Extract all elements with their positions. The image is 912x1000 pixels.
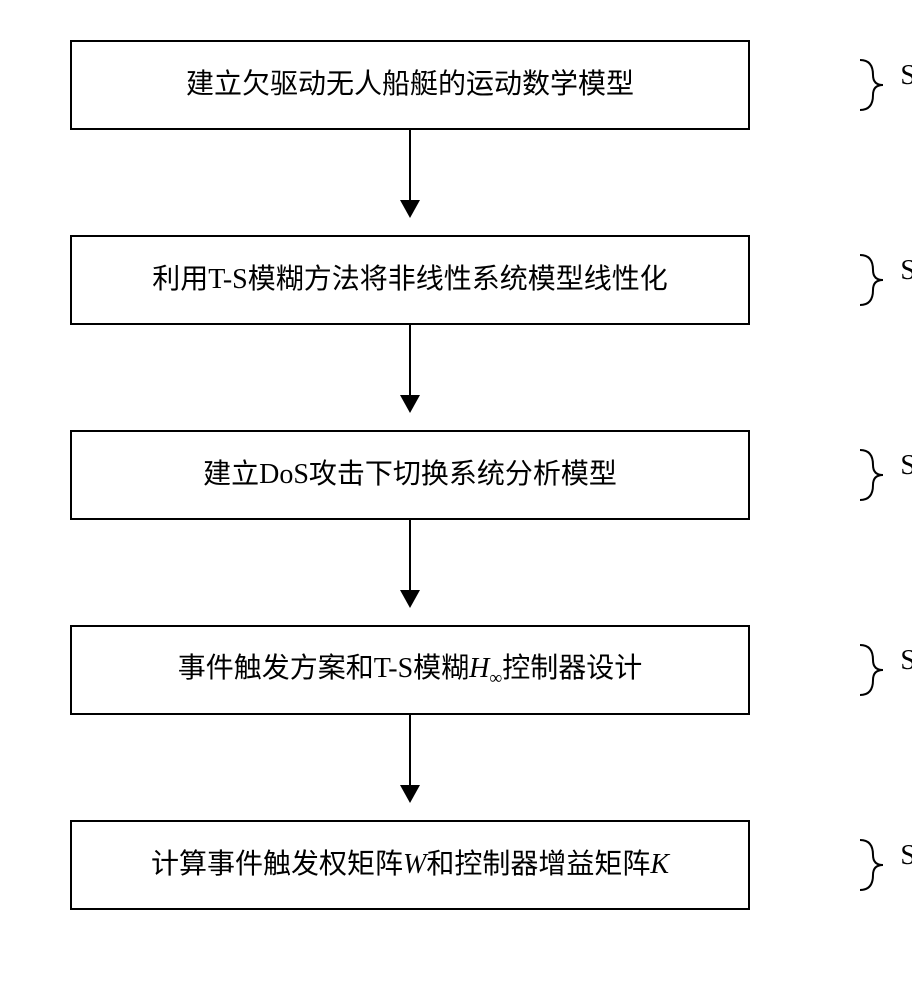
arrow-line	[409, 520, 411, 595]
arrow-line	[409, 715, 411, 790]
arrow-head-icon	[400, 200, 420, 218]
step-text-s5-prefix: 计算事件触发权矩阵	[151, 849, 403, 880]
arrow-head-icon	[400, 590, 420, 608]
flow-step-s4: 事件触发方案和T-S模糊H∞控制器设计 S4	[70, 625, 840, 715]
flow-step-s3: 建立DoS攻击下切换系统分析模型 S3	[70, 430, 840, 520]
step-box-s5: 计算事件触发权矩阵W和控制器增益矩阵K	[70, 820, 750, 910]
step-text-s4-subscript: ∞	[489, 668, 502, 688]
arrow-s4-s5	[70, 715, 750, 820]
step-text-s4-italic: H	[469, 653, 489, 684]
brace-icon-s1	[855, 55, 885, 115]
step-box-s2: 利用T-S模糊方法将非线性系统模型线性化	[70, 235, 750, 325]
flow-step-s2: 利用T-S模糊方法将非线性系统模型线性化 S2	[70, 235, 840, 325]
step-text-s5-italic1: W	[403, 849, 426, 880]
step-text-s3: 建立DoS攻击下切换系统分析模型	[203, 455, 617, 494]
step-label-s1: S1	[900, 60, 912, 92]
flow-step-s5: 计算事件触发权矩阵W和控制器增益矩阵K S5	[70, 820, 840, 910]
flowchart-container: 建立欠驱动无人船艇的运动数学模型 S1 利用T-S模糊方法将非线性系统模型线性化…	[70, 40, 840, 910]
arrow-line	[409, 325, 411, 400]
step-label-s4: S4	[900, 645, 912, 677]
step-text-s1: 建立欠驱动无人船艇的运动数学模型	[186, 65, 634, 104]
step-label-s2: S2	[900, 255, 912, 287]
step-text-s5-middle: 和控制器增益矩阵	[426, 849, 650, 880]
brace-icon-s2	[855, 250, 885, 310]
arrow-head-icon	[400, 785, 420, 803]
brace-icon-s3	[855, 445, 885, 505]
step-label-s5: S5	[900, 840, 912, 872]
step-box-s1: 建立欠驱动无人船艇的运动数学模型	[70, 40, 750, 130]
arrow-s2-s3	[70, 325, 750, 430]
step-text-s5: 计算事件触发权矩阵W和控制器增益矩阵K	[151, 845, 669, 884]
arrow-line	[409, 130, 411, 205]
arrow-s3-s4	[70, 520, 750, 625]
arrow-s1-s2	[70, 130, 750, 235]
step-text-s4: 事件触发方案和T-S模糊H∞控制器设计	[178, 649, 643, 691]
flow-step-s1: 建立欠驱动无人船艇的运动数学模型 S1	[70, 40, 840, 130]
step-label-s3: S3	[900, 450, 912, 482]
step-box-s4: 事件触发方案和T-S模糊H∞控制器设计	[70, 625, 750, 715]
step-text-s4-suffix: 控制器设计	[502, 653, 642, 684]
step-text-s4-prefix: 事件触发方案和T-S模糊	[178, 653, 469, 684]
arrow-head-icon	[400, 395, 420, 413]
step-text-s5-italic2: K	[650, 849, 669, 880]
brace-icon-s5	[855, 835, 885, 895]
brace-icon-s4	[855, 640, 885, 700]
step-box-s3: 建立DoS攻击下切换系统分析模型	[70, 430, 750, 520]
step-text-s2: 利用T-S模糊方法将非线性系统模型线性化	[152, 260, 667, 299]
